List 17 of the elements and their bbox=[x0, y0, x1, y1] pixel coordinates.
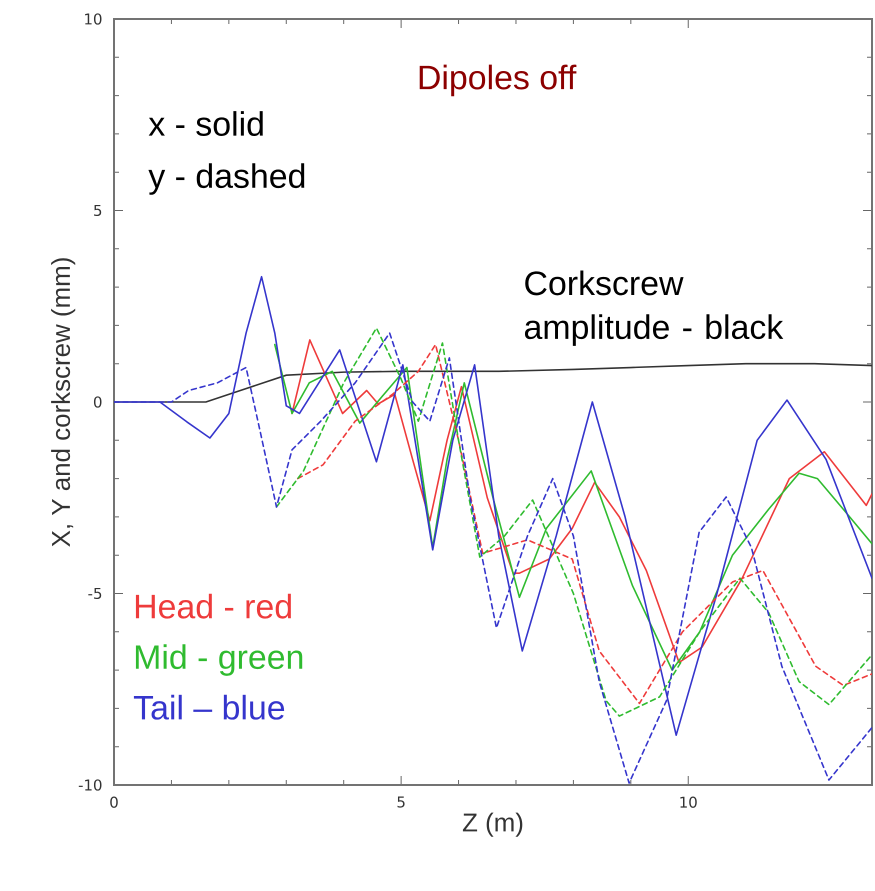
text: Dipoles off bbox=[420, 64, 576, 96]
y-tick-label: 10 bbox=[85, 13, 102, 25]
y-tick-label: -5 bbox=[88, 588, 102, 600]
x-tick-label: 5 bbox=[398, 796, 405, 808]
y-axis-title: X, Y and corkscrew (mm) bbox=[51, 258, 76, 547]
y-tick-label: 5 bbox=[94, 204, 102, 216]
annotation: x - solid bbox=[148, 111, 263, 136]
annotation: Mid - green bbox=[136, 644, 302, 676]
y-tick-label: 0 bbox=[94, 396, 102, 408]
annotation: Tail – blue bbox=[134, 694, 284, 720]
x-tick-label: 10 bbox=[680, 796, 697, 808]
annotation: Head - red bbox=[136, 594, 291, 619]
annotation: Corkscrew amplitude - black bbox=[524, 270, 784, 346]
annotation: y - dashed bbox=[148, 163, 304, 195]
x-axis-title: Z (m) bbox=[462, 812, 522, 837]
x-tick-label: 0 bbox=[110, 796, 118, 808]
y-tick-label: -10 bbox=[78, 779, 102, 791]
